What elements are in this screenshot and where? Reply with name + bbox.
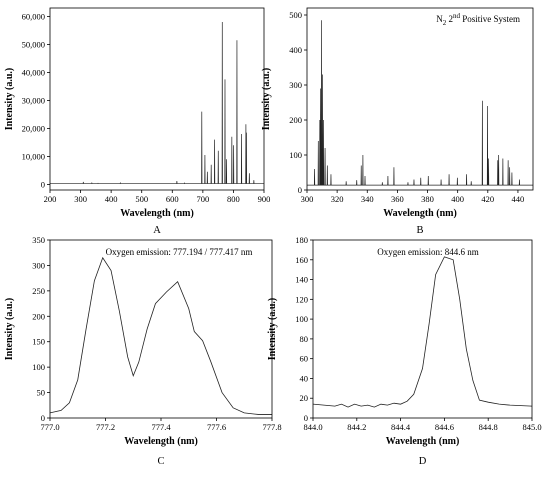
y-axis-title: Intensity (a.u.): [267, 298, 278, 361]
x-tick-label: 800: [227, 194, 240, 204]
x-tick-label: 420: [481, 194, 494, 204]
x-axis-title: Wavelength (nm): [124, 436, 198, 447]
x-tick-label: 300: [74, 194, 87, 204]
y-tick-label: 40,000: [22, 67, 45, 77]
y-axis-title: Intensity (a.u.): [4, 298, 15, 361]
y-axis-title: Intensity (a.u.): [261, 68, 272, 131]
y-tick-label: 250: [32, 286, 45, 296]
chart-panel-d: 844.0 844.2 844.4 844.6 844.8 845.0 0 20 40 60 80 1…: [267, 235, 542, 467]
y-tick-label: 20: [300, 393, 309, 403]
panel-label: A: [153, 225, 161, 236]
y-tick-label: 0: [298, 185, 302, 195]
chart-annotation: Oxygen emission: 844.6 nm: [377, 247, 479, 257]
x-tick-label: 320: [331, 194, 344, 204]
series-line: [307, 20, 533, 186]
y-tick-label: 100: [32, 362, 45, 372]
panel-label: B: [416, 225, 423, 236]
y-tick-label: 140: [295, 275, 308, 285]
x-tick-label: 440: [512, 194, 525, 204]
x-tick-label: 777.2: [96, 422, 115, 432]
x-tick-label: 400: [451, 194, 464, 204]
series-line: [49, 256, 272, 415]
x-axis-title: Wavelength (nm): [386, 436, 460, 447]
x-tick-label: 844.6: [435, 422, 454, 432]
panel-label: C: [157, 456, 164, 467]
y-tick-label: 120: [295, 294, 308, 304]
y-tick-label: 200: [289, 115, 302, 125]
x-tick-label: 900: [258, 194, 271, 204]
y-tick-label: 0: [41, 413, 45, 423]
y-tick-label: 0: [304, 413, 308, 423]
x-tick-label: 777.4: [151, 422, 171, 432]
x-tick-label: 300: [301, 194, 314, 204]
y-tick-label: 180: [295, 235, 308, 245]
series-line: [312, 256, 533, 408]
y-tick-label: 30,000: [22, 95, 45, 105]
x-tick-label: 777.8: [262, 422, 281, 432]
chart-panel-c: 777.0 777.2 777.4 777.6 777.8 0 50 100 150 200 250…: [4, 235, 282, 467]
x-tick-label: 340: [361, 194, 374, 204]
x-tick-label: 400: [105, 194, 118, 204]
x-tick-label: 844.4: [391, 422, 411, 432]
chart-annotation: Oxygen emission: 777.194 / 777.417 nm: [106, 247, 253, 257]
chart-panel-a: 200 300 400 500 600 700 800 900 0 10,000 20,000 30,…: [4, 7, 271, 236]
x-axis-title: Wavelength (nm): [120, 208, 194, 219]
y-tick-label: 50,000: [22, 39, 45, 49]
y-tick-label: 40: [300, 373, 309, 383]
x-tick-label: 200: [44, 194, 57, 204]
x-tick-label: 777.0: [40, 422, 59, 432]
plot-frame: [312, 239, 533, 419]
x-tick-label: 844.8: [479, 422, 498, 432]
x-tick-label: 700: [196, 194, 209, 204]
y-tick-label: 150: [32, 337, 45, 347]
chart-annotation: N2 2nd Positive System: [436, 12, 520, 27]
y-axis-title: Intensity (a.u.): [4, 68, 15, 131]
y-tick-label: 60: [300, 354, 309, 364]
x-tick-label: 844.0: [303, 422, 322, 432]
x-tick-label: 845.0: [522, 422, 541, 432]
y-tick-label: 160: [295, 255, 308, 265]
x-tick-label: 844.2: [347, 422, 366, 432]
y-tick-label: 60,000: [22, 11, 45, 21]
x-tick-label: 360: [391, 194, 404, 204]
y-tick-label: 300: [32, 260, 45, 270]
y-tick-label: 0: [41, 179, 45, 189]
y-tick-label: 500: [289, 10, 302, 20]
x-axis-title: Wavelength (nm): [383, 208, 457, 219]
y-tick-label: 350: [32, 235, 45, 245]
x-tick-label: 777.6: [207, 422, 226, 432]
plot-frame: [49, 7, 265, 191]
panel-label: D: [419, 456, 427, 467]
chart-panel-b: 300 320 340 360 380 400 420 440 0 100 200 300 400 500…: [261, 7, 534, 236]
x-tick-label: 500: [135, 194, 148, 204]
plot-frame: [306, 7, 534, 191]
y-tick-label: 50: [37, 388, 46, 398]
y-tick-label: 10,000: [22, 151, 45, 161]
y-tick-label: 400: [289, 45, 302, 55]
y-tick-label: 80: [300, 334, 309, 344]
y-tick-label: 100: [289, 150, 302, 160]
x-tick-label: 600: [166, 194, 179, 204]
y-tick-label: 20,000: [22, 123, 45, 133]
y-tick-label: 300: [289, 80, 302, 90]
y-tick-label: 100: [295, 314, 308, 324]
series-line: [50, 21, 264, 184]
plot-frame: [49, 239, 273, 419]
x-tick-label: 380: [421, 194, 434, 204]
y-tick-label: 200: [32, 311, 45, 321]
